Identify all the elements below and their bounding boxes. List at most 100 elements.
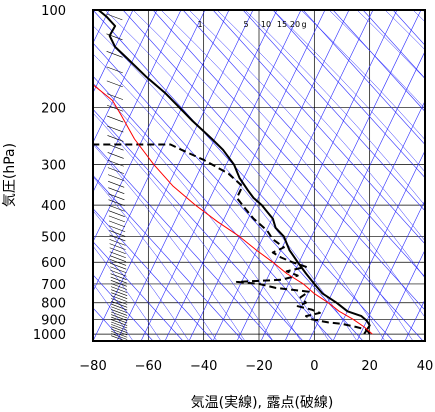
dry-adiabat-line — [212, 10, 425, 245]
isotherm-line — [93, 10, 206, 243]
moist-adiabat-line — [93, 112, 274, 341]
plot-frame — [92, 9, 426, 342]
moist-adiabat-line — [272, 10, 425, 173]
wind-barb — [111, 309, 128, 316]
wind-barb — [110, 276, 127, 284]
moist-adiabat-line — [104, 10, 386, 341]
data-layer — [93, 10, 373, 335]
moist-adiabat-line — [93, 210, 190, 341]
x-tick-label: 20 — [361, 359, 378, 374]
wind-barb — [106, 80, 123, 88]
x-tick-label: −80 — [79, 359, 106, 374]
wind-barb — [111, 298, 128, 305]
moist-adiabat-line — [93, 245, 162, 341]
wind-barb — [111, 324, 128, 331]
mixing-ratio-label: 5 — [243, 20, 248, 29]
mixing-ratio-label: 15 — [277, 20, 287, 29]
y-axis-label: 気圧(hPa) — [2, 143, 18, 207]
wind-barb — [106, 66, 123, 74]
wind-barb — [110, 283, 128, 290]
wind-barb — [106, 51, 123, 58]
y-tick-label: 1000 — [33, 328, 66, 343]
isotherm-line — [93, 10, 182, 193]
y-tick-label: 200 — [41, 102, 66, 117]
wind-barb — [107, 125, 124, 133]
dry-adiabat-line — [362, 10, 425, 79]
isotherm-line — [93, 10, 230, 293]
dry-adiabat-line — [272, 10, 425, 179]
wind-barb — [109, 243, 126, 250]
moist-adiabat-line — [188, 10, 425, 279]
wind-barb — [111, 289, 128, 296]
wind-barb — [110, 286, 128, 293]
y-tick-label: 800 — [41, 297, 66, 312]
isotherm-line — [93, 10, 158, 144]
wind-barb — [111, 333, 128, 340]
isotherm-line — [356, 199, 425, 341]
wind-barb — [107, 159, 124, 167]
isotherm-line — [260, 10, 422, 341]
wind-barb — [111, 319, 128, 326]
wind-barb — [108, 204, 125, 212]
isotherm-line — [93, 10, 134, 94]
dry-adiabat-line — [93, 42, 364, 341]
dry-adiabat-line — [93, 175, 244, 341]
y-tick-label: 300 — [41, 159, 66, 174]
dry-adiabat-line — [182, 10, 425, 278]
wind-barb — [107, 167, 125, 174]
mixing-ratio-label: g — [301, 20, 306, 29]
wind-barb — [111, 330, 128, 338]
wind-barb — [108, 199, 125, 206]
wind-barb — [108, 193, 125, 201]
wind-barb — [110, 273, 127, 280]
x-axis-label: 気温(実線), 露点(破線) — [191, 395, 334, 411]
wind-barb — [109, 255, 127, 262]
wind-barb — [111, 326, 128, 333]
wind-barb — [109, 247, 126, 255]
wind-barb — [110, 262, 127, 270]
wind-barb — [111, 295, 128, 302]
moist-adiabat-line — [160, 10, 425, 318]
wind-barb — [111, 306, 128, 314]
dry-adiabat-line — [332, 10, 425, 112]
x-tick-label: 40 — [417, 359, 434, 374]
y-tick-label: 900 — [41, 313, 66, 328]
wind-barb — [108, 181, 125, 188]
isotherm-line — [308, 100, 425, 341]
wind-barb — [107, 174, 125, 181]
isotherm-line — [332, 149, 425, 341]
isotherm-line — [284, 50, 425, 341]
dry-adiabat-line — [93, 10, 394, 341]
wind-barb — [111, 314, 128, 321]
mixing-ratio-label: 10 — [261, 20, 271, 29]
wind-barb — [109, 230, 126, 237]
dry-adiabat-line — [93, 241, 184, 341]
wind-barb — [111, 301, 128, 308]
wind-barb — [111, 321, 128, 329]
wind-barb — [109, 239, 126, 246]
wind-barb — [108, 215, 125, 223]
isotherm-line — [188, 10, 350, 341]
isotherm-line — [429, 10, 435, 341]
isotherm-line — [116, 10, 278, 341]
wind-barb — [106, 104, 124, 112]
isotherm-line — [140, 10, 302, 341]
wind-barbs — [106, 13, 128, 341]
dry-adiabat-line — [242, 10, 425, 212]
dewpoint-line — [93, 143, 368, 335]
wind-barb — [110, 269, 127, 277]
wind-barb — [106, 13, 123, 21]
wind-barb — [111, 328, 128, 336]
wind-barb — [109, 234, 126, 242]
moist-adiabat-line — [93, 176, 218, 341]
dry-adiabat-line — [152, 10, 425, 311]
dry-adiabat-line — [93, 108, 304, 341]
wind-barb — [107, 115, 124, 123]
wind-barb — [108, 210, 125, 217]
wind-barb — [107, 135, 124, 142]
moist-adiabat-line — [93, 143, 246, 341]
moist-adiabat-line — [216, 10, 425, 242]
tick-layer: −80 −60 −40 −20 0 20 40 100 200 300 400 500 600 700 80… — [33, 4, 433, 374]
moist-adiabat-line — [300, 10, 425, 141]
moist-adiabat-line — [93, 53, 330, 341]
